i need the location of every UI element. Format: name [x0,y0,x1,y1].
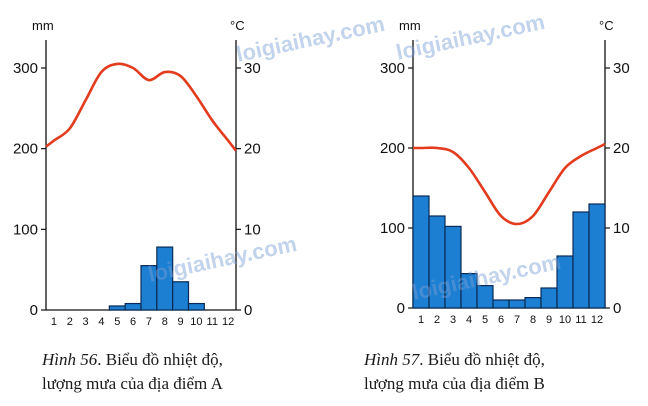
chart-a-temperature-line [45,62,238,152]
chart-a-right-unit: °C [230,18,245,33]
chart-b-temp-tick-label: 0 [613,300,621,317]
caption-a-figure: Hình 56 [42,350,98,369]
chart-b-right-unit: °C [599,18,614,33]
chart-b-month-label: 3 [450,314,456,326]
chart-a-month-label: 6 [130,316,136,328]
caption-a-line2: lượng mưa của địa điểm A [42,374,223,393]
chart-a-rain-tick-label: 100 [13,221,38,238]
chart-b-rain-bar-5 [476,285,494,309]
chart-b-rain-bar-6 [492,299,510,309]
chart-a-left-unit: mm [32,18,54,33]
caption-b-line2: lượng mưa của địa điểm B [364,374,545,393]
chart-b-rain-bar-11 [572,211,590,309]
chart-b-rain-bar-8 [524,297,542,309]
chart-a-month-label: 9 [178,316,184,328]
chart-b-rain-tick-label: 200 [380,140,405,157]
chart-a-temp-tick-label: 0 [244,302,252,319]
caption-b-line1: . Biểu đồ nhiệt độ, [419,350,545,369]
chart-a-rain-tick-label: 0 [30,302,38,319]
chart-b-rain-bar-12 [588,203,606,309]
caption-a-line1: . Biểu đồ nhiệt độ, [97,350,223,369]
chart-a-rain-bar-6 [124,302,142,311]
chart-a-month-label: 12 [222,316,234,328]
watermark-text: loigiaihay.com [234,11,387,67]
chart-b-rain-bar-3 [444,225,462,309]
chart-b-temp-tick-label: 30 [613,60,630,77]
chart-a-month-label: 5 [114,316,120,328]
chart-b-month-label: 2 [434,314,440,326]
caption-chart-a: Hình 56. Biểu đồ nhiệt độ, lượng mưa của… [42,348,223,396]
chart-b-rain-bar-7 [508,299,526,309]
chart-a-month-label: 1 [51,316,57,328]
chart-a-month-label: 7 [146,316,152,328]
caption-chart-b: Hình 57. Biểu đồ nhiệt độ, lượng mưa của… [364,348,545,396]
chart-b-temp-tick-label: 10 [613,220,630,237]
chart-b-temperature-line [413,142,606,226]
chart-b-rain-tick-label: 300 [380,60,405,77]
chart-a-rain-tick-label: 200 [13,141,38,158]
chart-a-month-label: 4 [98,316,104,328]
watermark-text: loigiaihay.com [146,231,299,287]
chart-b-rain-tick-label: 0 [397,300,405,317]
chart-b-left-unit: mm [399,18,421,33]
chart-a-rain-bar-5 [108,305,126,311]
chart-b-month-label: 4 [466,314,472,326]
chart-a-month-label: 2 [67,316,73,328]
chart-a-temp-tick-label: 10 [244,221,261,238]
chart-b-month-label: 9 [546,314,552,326]
chart-a-month-label: 8 [162,316,168,328]
chart-a-temp-tick-label: 20 [244,141,261,158]
chart-b-month-label: 5 [482,314,488,326]
chart-a-rain-bar-8 [156,246,174,311]
chart-b-month-label: 10 [559,314,571,326]
chart-b-month-label: 12 [591,314,603,326]
chart-a-temp-tick-label: 30 [244,60,261,77]
chart-a-month-label: 10 [190,316,202,328]
chart-b-month-label: 6 [498,314,504,326]
chart-b-month-label: 7 [514,314,520,326]
chart-b-rain-bar-9 [540,287,558,309]
chart-b-month-label: 1 [418,314,424,326]
chart-a-month-label: 3 [83,316,89,328]
chart-b-month-label: 11 [575,314,586,326]
chart-b-rain-tick-label: 100 [380,220,405,237]
caption-b-figure: Hình 57 [364,350,420,369]
chart-a-rain-bar-9 [172,281,190,311]
chart-a-rain-tick-label: 300 [13,60,38,77]
chart-b-temp-tick-label: 20 [613,140,630,157]
chart-a-month-label: 11 [207,316,218,328]
chart-b-month-label: 8 [530,314,536,326]
chart-a-rain-bar-10 [187,302,205,311]
